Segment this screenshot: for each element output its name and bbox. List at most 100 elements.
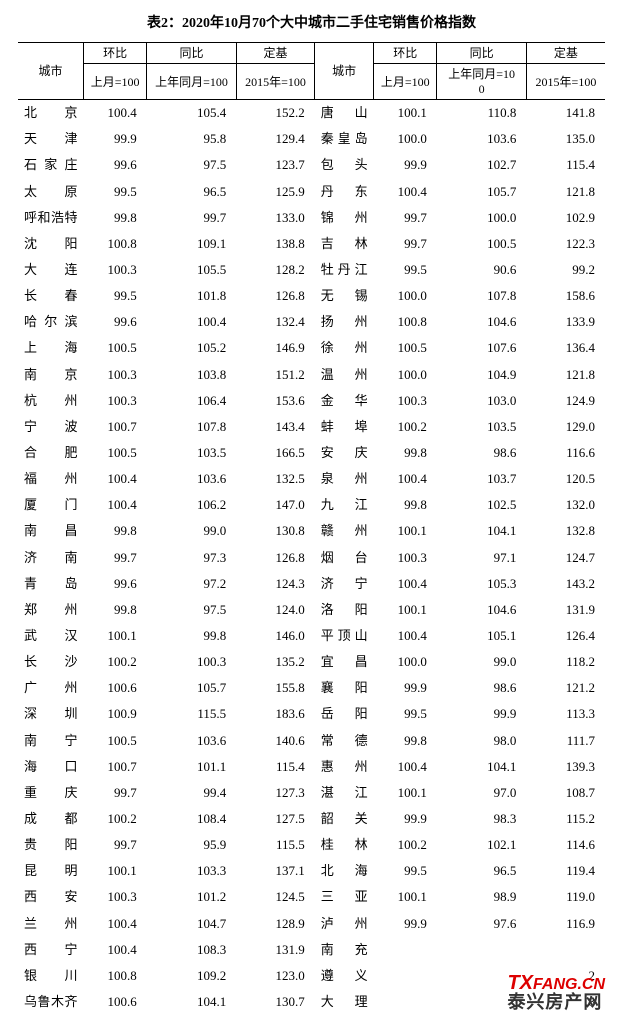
table-row: 南昌99.899.0130.8赣州100.1104.1132.8 bbox=[18, 518, 605, 544]
table-title: 表2：2020年10月70个大中城市二手住宅销售价格指数 bbox=[18, 12, 605, 32]
tb-value: 98.9 bbox=[437, 884, 526, 910]
tb-value: 108.4 bbox=[147, 806, 236, 832]
hb-value: 100.0 bbox=[374, 649, 437, 675]
tb-value: 109.2 bbox=[147, 963, 236, 989]
city-name: 韶关 bbox=[315, 806, 374, 832]
city-name: 扬州 bbox=[315, 309, 374, 335]
tb-value: 98.0 bbox=[437, 728, 526, 754]
tb-value: 101.8 bbox=[147, 283, 236, 309]
city-name: 秦皇岛 bbox=[315, 126, 374, 152]
hb-value: 100.1 bbox=[374, 597, 437, 623]
tb-value: 96.5 bbox=[437, 858, 526, 884]
city-name: 烟台 bbox=[315, 545, 374, 571]
city-name: 泸州 bbox=[315, 911, 374, 937]
dj-value: 151.2 bbox=[236, 362, 315, 388]
dj-value: 166.5 bbox=[236, 440, 315, 466]
hb-value: 100.1 bbox=[374, 518, 437, 544]
dj-value: 128.9 bbox=[236, 911, 315, 937]
hb-value: 99.7 bbox=[83, 780, 146, 806]
hb-value: 100.0 bbox=[374, 126, 437, 152]
table-row: 长春99.5101.8126.8无锡100.0107.8158.6 bbox=[18, 283, 605, 309]
tb-value: 103.8 bbox=[147, 362, 236, 388]
dj-value: 120.5 bbox=[526, 466, 605, 492]
city-name: 西宁 bbox=[18, 937, 83, 963]
hb-value: 99.8 bbox=[374, 728, 437, 754]
tb-value: 104.1 bbox=[437, 518, 526, 544]
tb-value: 104.6 bbox=[437, 309, 526, 335]
dj-value: 127.3 bbox=[236, 780, 315, 806]
hb-value: 100.8 bbox=[83, 231, 146, 257]
header-tb-sub-right: 上年同月=100 bbox=[437, 64, 526, 100]
city-name: 无锡 bbox=[315, 283, 374, 309]
city-name: 平顶山 bbox=[315, 623, 374, 649]
tb-value: 98.3 bbox=[437, 806, 526, 832]
table-row: 天津99.995.8129.4秦皇岛100.0103.6135.0 bbox=[18, 126, 605, 152]
city-name: 兰州 bbox=[18, 911, 83, 937]
table-row: 南宁100.5103.6140.6常德99.898.0111.7 bbox=[18, 728, 605, 754]
hb-value: 99.8 bbox=[374, 440, 437, 466]
hb-value: 99.9 bbox=[374, 675, 437, 701]
table-row: 西安100.3101.2124.5三亚100.198.9119.0 bbox=[18, 884, 605, 910]
header-hb-left: 环比 bbox=[83, 43, 146, 64]
dj-value: 143.2 bbox=[526, 571, 605, 597]
dj-value: 126.8 bbox=[236, 545, 315, 571]
hb-value: 100.3 bbox=[83, 388, 146, 414]
hb-value: 99.9 bbox=[83, 126, 146, 152]
hb-value bbox=[374, 937, 437, 963]
watermark: TXFANG.CN 泰兴房产网 bbox=[507, 973, 605, 1011]
city-name: 南宁 bbox=[18, 728, 83, 754]
tb-value: 104.9 bbox=[437, 362, 526, 388]
dj-value: 127.5 bbox=[236, 806, 315, 832]
city-name: 银川 bbox=[18, 963, 83, 989]
hb-value: 100.2 bbox=[83, 806, 146, 832]
table-row: 昆明100.1103.3137.1北海99.596.5119.4 bbox=[18, 858, 605, 884]
dj-value: 132.8 bbox=[526, 518, 605, 544]
dj-value: 124.5 bbox=[236, 884, 315, 910]
header-tb-right: 同比 bbox=[437, 43, 526, 64]
tb-value: 100.0 bbox=[437, 205, 526, 231]
city-name: 长春 bbox=[18, 283, 83, 309]
city-name: 吉林 bbox=[315, 231, 374, 257]
tb-value: 103.3 bbox=[147, 858, 236, 884]
city-name: 天津 bbox=[18, 126, 83, 152]
dj-value: 125.9 bbox=[236, 179, 315, 205]
tb-value: 100.3 bbox=[147, 649, 236, 675]
table-body: 北京100.4105.4152.2唐山100.1110.8141.8天津99.9… bbox=[18, 100, 605, 1015]
city-name: 赣州 bbox=[315, 518, 374, 544]
hb-value: 99.5 bbox=[374, 701, 437, 727]
dj-value: 153.6 bbox=[236, 388, 315, 414]
hb-value: 100.0 bbox=[374, 283, 437, 309]
city-name: 呼和浩特 bbox=[18, 205, 83, 231]
tb-value: 107.8 bbox=[147, 414, 236, 440]
tb-value: 107.8 bbox=[437, 283, 526, 309]
city-name: 唐山 bbox=[315, 100, 374, 127]
dj-value: 132.4 bbox=[236, 309, 315, 335]
table-row: 太原99.596.5125.9丹东100.4105.7121.8 bbox=[18, 179, 605, 205]
dj-value: 152.2 bbox=[236, 100, 315, 127]
hb-value: 100.1 bbox=[83, 858, 146, 884]
hb-value: 99.9 bbox=[374, 152, 437, 178]
hb-value: 100.5 bbox=[83, 335, 146, 361]
city-name: 常德 bbox=[315, 728, 374, 754]
table-row: 厦门100.4106.2147.0九江99.8102.5132.0 bbox=[18, 492, 605, 518]
city-name: 北海 bbox=[315, 858, 374, 884]
hb-value: 99.8 bbox=[374, 492, 437, 518]
dj-value: 139.3 bbox=[526, 754, 605, 780]
tb-value: 100.4 bbox=[147, 309, 236, 335]
hb-value: 100.5 bbox=[83, 728, 146, 754]
dj-value: 131.9 bbox=[526, 597, 605, 623]
city-name: 南京 bbox=[18, 362, 83, 388]
dj-value: 114.6 bbox=[526, 832, 605, 858]
hb-value: 100.0 bbox=[374, 362, 437, 388]
tb-value: 99.8 bbox=[147, 623, 236, 649]
header-city-right: 城市 bbox=[315, 43, 374, 100]
city-name: 深圳 bbox=[18, 701, 83, 727]
hb-value: 99.8 bbox=[83, 597, 146, 623]
city-name: 牡丹江 bbox=[315, 257, 374, 283]
hb-value: 100.6 bbox=[83, 989, 146, 1015]
table-row: 广州100.6105.7155.8襄阳99.998.6121.2 bbox=[18, 675, 605, 701]
dj-value: 129.0 bbox=[526, 414, 605, 440]
tb-value: 103.6 bbox=[437, 126, 526, 152]
city-name: 桂林 bbox=[315, 832, 374, 858]
tb-value: 104.1 bbox=[437, 754, 526, 780]
